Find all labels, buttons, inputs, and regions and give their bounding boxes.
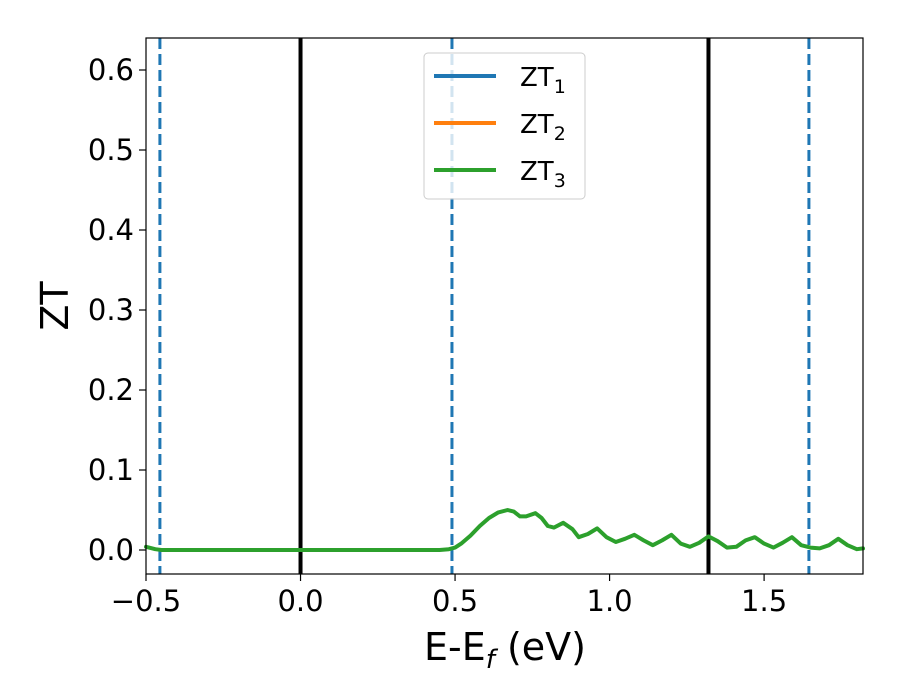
legend-label-zt2-main: ZT xyxy=(520,110,554,140)
legend-label-zt1-sub: 1 xyxy=(554,76,566,98)
legend-label-zt2-sub: 2 xyxy=(554,123,566,145)
legend-label-zt1: ZT1 xyxy=(520,63,566,98)
y-tick-label: 0.1 xyxy=(88,453,134,487)
x-tick-label: 0.5 xyxy=(432,584,478,618)
series-line-zt3 xyxy=(144,508,865,552)
y-tick-label: 0.4 xyxy=(88,213,134,247)
legend-label-zt1-main: ZT xyxy=(520,63,554,93)
y-axis-label: ZT xyxy=(33,281,77,331)
x-tick-label: −0.5 xyxy=(111,584,181,618)
x-tick-label: 0.0 xyxy=(277,584,323,618)
x-axis-label-unit: (eV) xyxy=(495,625,586,669)
y-tick-label: 0.3 xyxy=(88,293,134,327)
legend-box xyxy=(423,52,586,200)
x-axis: −0.5 0.0 0.5 1.0 1.5 xyxy=(111,574,787,618)
x-tick-label: 1.0 xyxy=(587,584,633,618)
legend-label-zt3-main: ZT xyxy=(520,157,554,187)
x-tick-label: 1.5 xyxy=(741,584,787,618)
y-axis: 0.0 0.1 0.2 0.3 0.4 0.5 0.6 xyxy=(88,53,146,567)
x-axis-label: E-Ef (eV) xyxy=(424,625,586,675)
legend: ZT1 ZT2 ZT3 xyxy=(423,52,586,200)
series-layer xyxy=(144,508,865,552)
legend-label-zt3: ZT3 xyxy=(520,157,566,192)
y-tick-label: 0.2 xyxy=(88,373,134,407)
y-tick-label: 0.0 xyxy=(88,533,134,567)
legend-label-zt3-sub: 3 xyxy=(554,170,566,192)
plot-frame xyxy=(145,37,864,575)
x-axis-label-main: E-E xyxy=(424,625,486,669)
y-tick-label: 0.5 xyxy=(88,133,134,167)
y-tick-label: 0.6 xyxy=(88,53,134,87)
legend-label-zt2: ZT2 xyxy=(520,110,566,145)
